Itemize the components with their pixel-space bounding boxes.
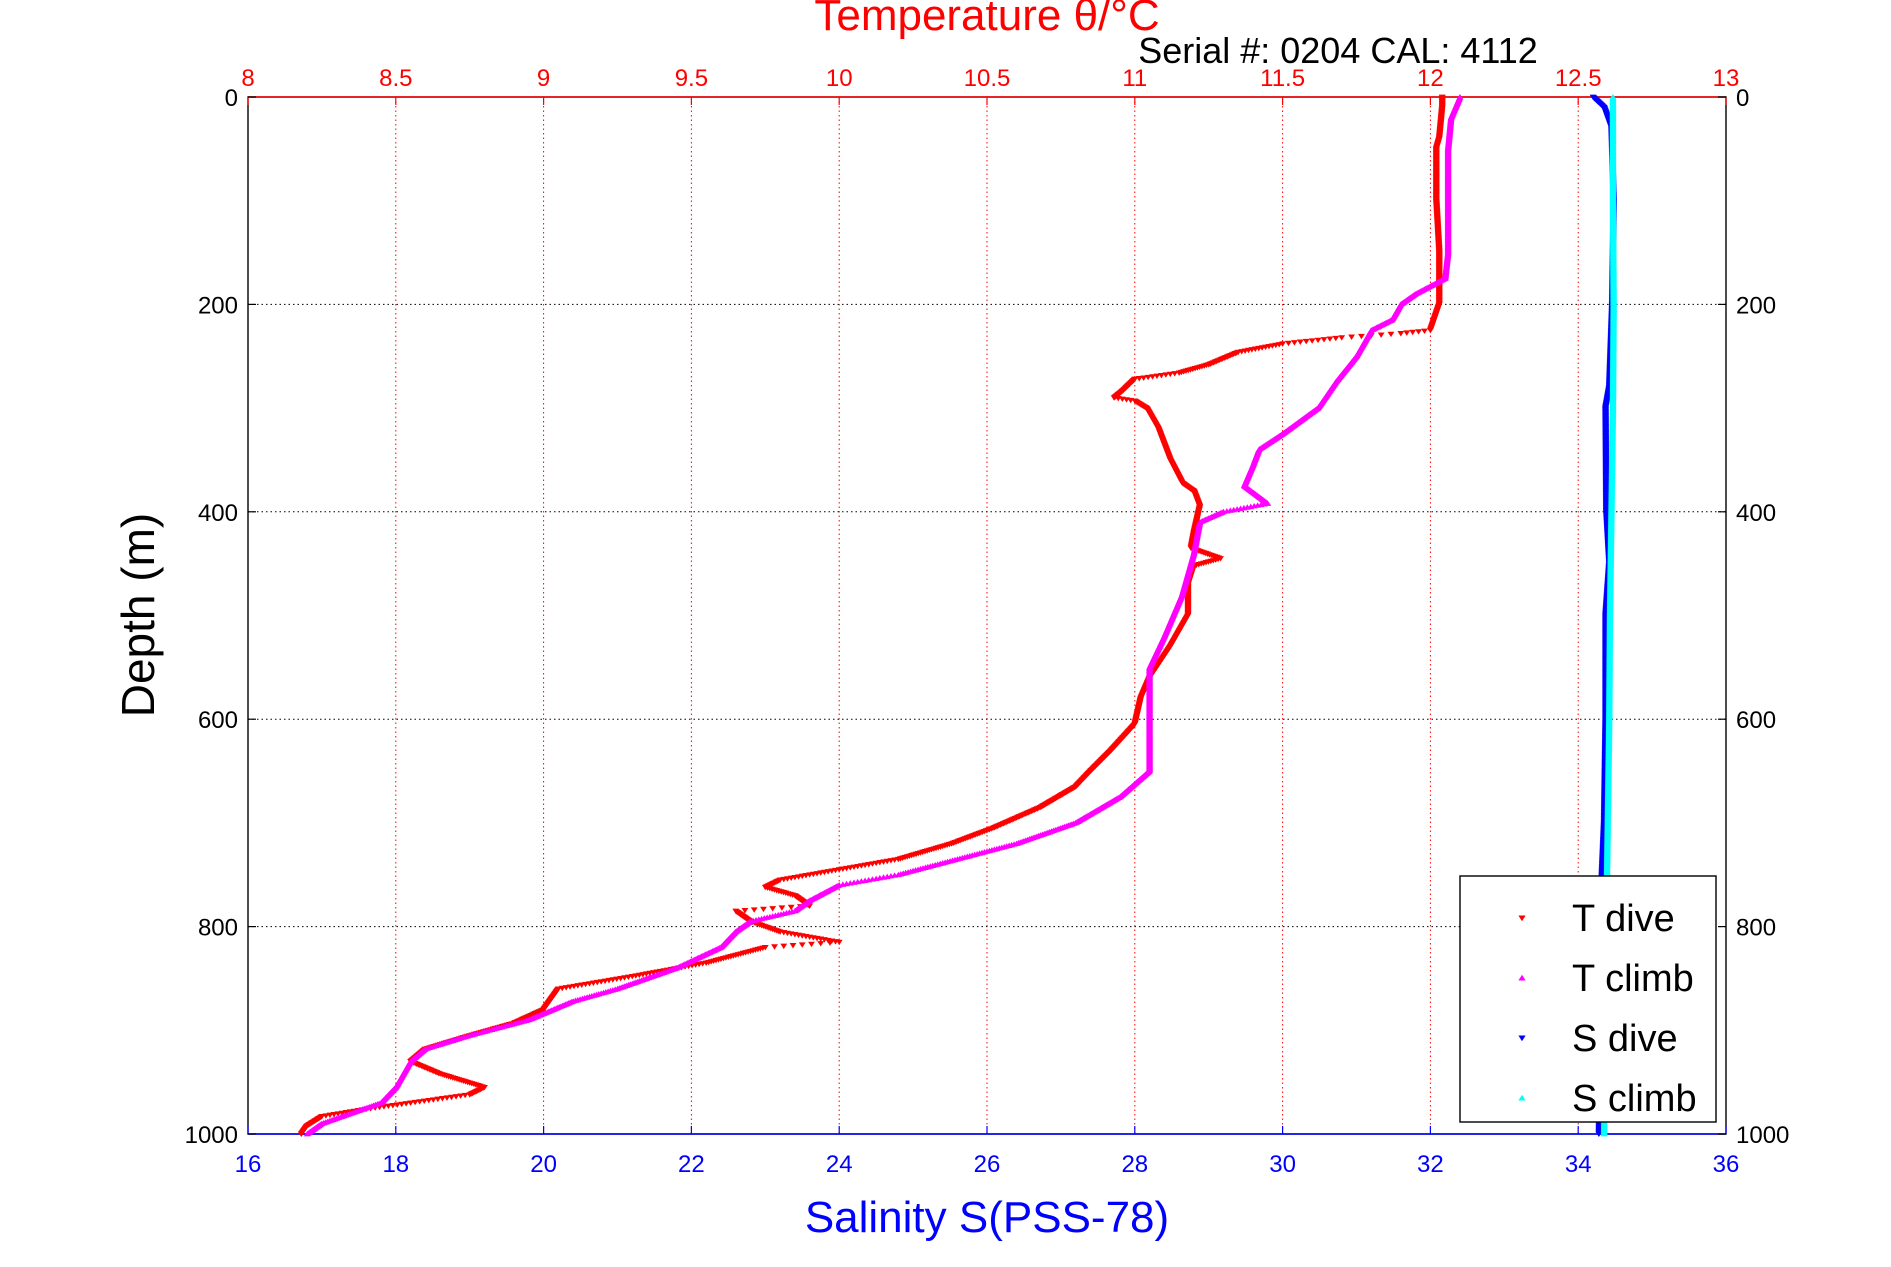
chart: 88.599.51010.51111.51212.513161820222426… [0, 0, 1891, 1262]
